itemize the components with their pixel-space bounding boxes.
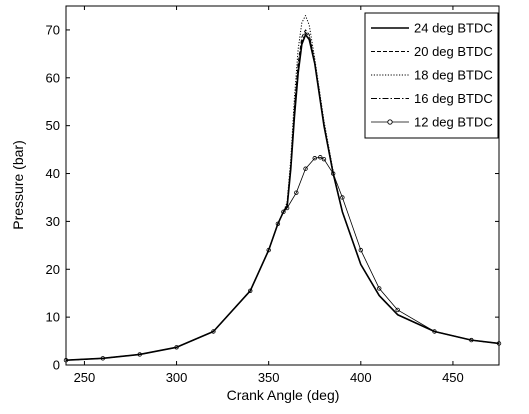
- series-point: [358, 247, 364, 253]
- y-tick-label: 0: [53, 358, 60, 373]
- series-line-4: [65, 156, 500, 361]
- x-axis-label: Crank Angle (deg): [227, 387, 340, 403]
- legend-marker: [387, 119, 393, 125]
- series-point: [469, 337, 474, 343]
- series-point: [275, 221, 281, 226]
- axis-layer: 250 300 350 400 450 0 10 20 30 40 50 60 70: [46, 6, 499, 385]
- legend-label: 12 deg BTDC: [414, 115, 493, 130]
- series-point: [395, 307, 400, 313]
- series-point: [137, 352, 142, 357]
- series-point: [294, 190, 299, 195]
- series-point: [340, 195, 345, 200]
- legend-label: 20 deg BTDC: [414, 44, 493, 59]
- series-point: [432, 329, 437, 334]
- series-point: [312, 156, 317, 161]
- series-point: [174, 345, 179, 350]
- plot-frame: [65, 5, 500, 366]
- legend-label: 24 deg BTDC: [414, 21, 493, 36]
- series-point: [284, 205, 290, 211]
- series-point: [248, 288, 253, 294]
- series-layer: [63, 15, 502, 363]
- series-point: [211, 329, 216, 334]
- series-point: [330, 171, 336, 176]
- series-point: [281, 209, 286, 215]
- legend-box: [364, 12, 499, 139]
- x-tick-label: 300: [166, 370, 188, 385]
- series-point: [377, 286, 382, 291]
- x-tick-label: 450: [442, 370, 464, 385]
- legend-label: 18 deg BTDC: [414, 68, 493, 83]
- series-point: [100, 356, 106, 361]
- y-tick-label: 30: [46, 214, 60, 229]
- y-axis-label: Pressure (bar): [10, 140, 26, 229]
- y-tick-label: 70: [46, 22, 60, 37]
- y-tick-label: 60: [46, 70, 60, 85]
- x-tick-label: 350: [258, 370, 280, 385]
- legend: 24 deg BTDC 20 deg BTDC 18 deg BTDC 16 deg …: [364, 12, 499, 139]
- y-tick-label: 40: [46, 166, 60, 181]
- x-tick-label: 250: [74, 370, 96, 385]
- series-point: [318, 155, 323, 160]
- y-tick-label: 50: [46, 118, 60, 133]
- y-tick-label: 10: [46, 310, 60, 325]
- series-point: [303, 166, 308, 171]
- y-tick-label: 20: [46, 262, 60, 277]
- x-tick-label: 400: [350, 370, 372, 385]
- series-point: [321, 156, 327, 162]
- series-line-3: [65, 31, 500, 361]
- legend-label: 16 deg BTDC: [414, 91, 493, 106]
- series-point: [266, 247, 271, 253]
